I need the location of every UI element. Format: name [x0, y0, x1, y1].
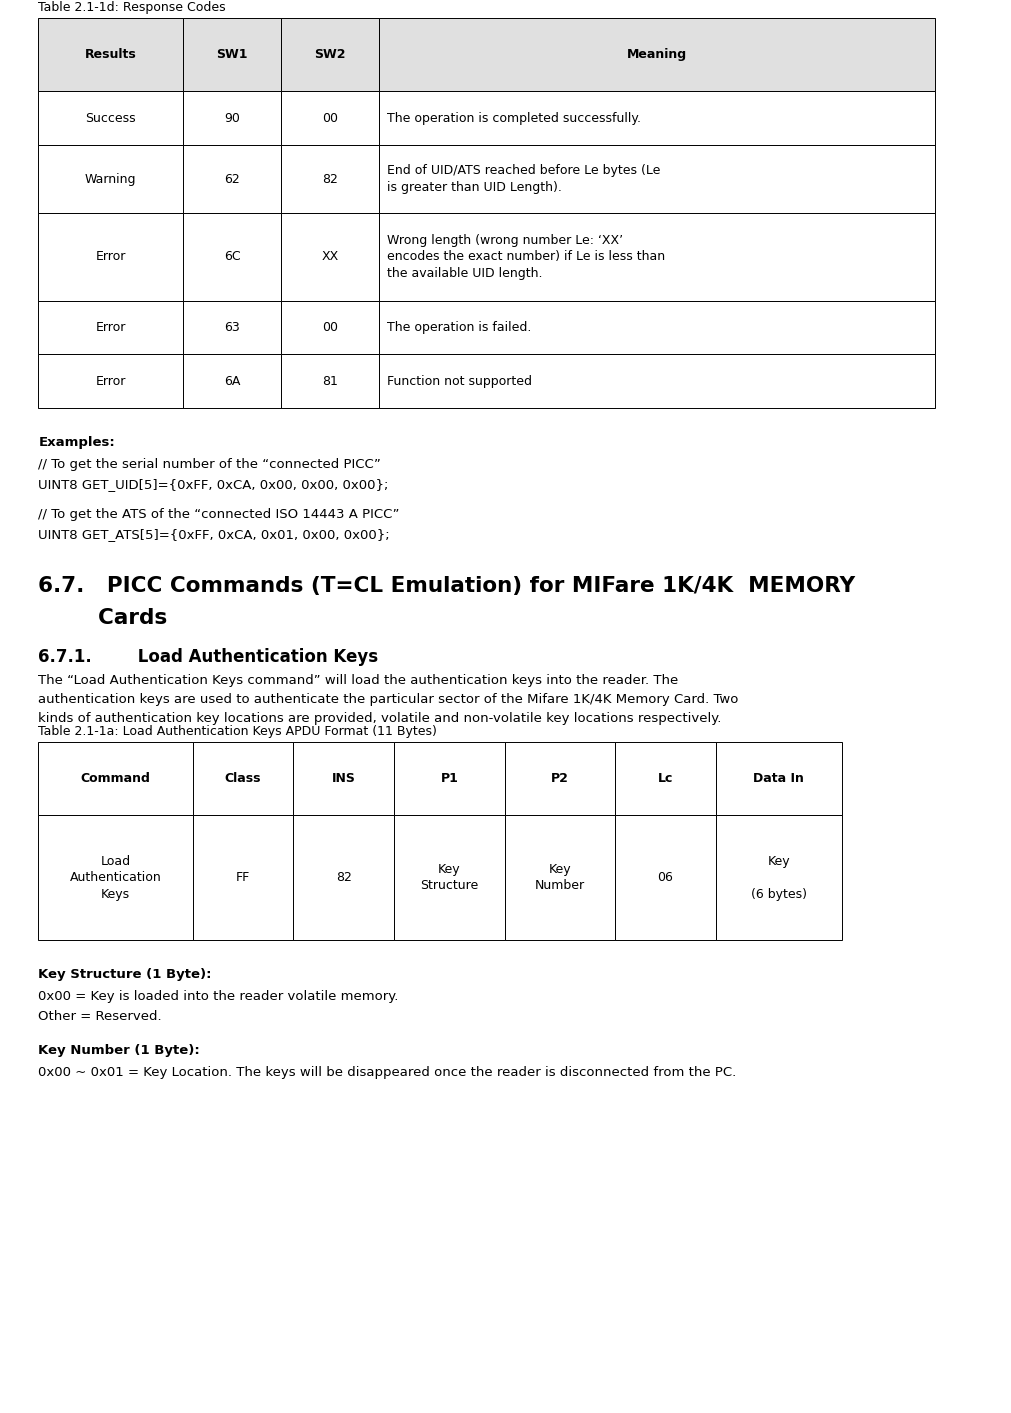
Bar [379, 146, 935, 213]
Text: The operation is completed successfully.: The operation is completed successfully. [387, 112, 641, 124]
Text: authentication keys are used to authenticate the particular sector of the Mifare: authentication keys are used to authenti… [38, 692, 739, 706]
Text: 00: 00 [323, 321, 339, 333]
Text: // To get the serial number of the “connected PICC”: // To get the serial number of the “conn… [38, 458, 381, 471]
Bar [379, 355, 935, 408]
Bar [183, 92, 281, 146]
Text: The “Load Authentication Keys command” will load the authentication keys into th: The “Load Authentication Keys command” w… [38, 674, 678, 687]
Text: Wrong length (wrong number Le: ‘XX’
encodes the exact number) if Le is less than: Wrong length (wrong number Le: ‘XX’ enco… [387, 233, 665, 280]
Bar [281, 146, 379, 213]
Bar [183, 213, 281, 301]
Text: 81: 81 [323, 374, 339, 387]
Text: 0x00 ~ 0x01 = Key Location. The keys will be disappeared once the reader is disc: 0x00 ~ 0x01 = Key Location. The keys wil… [38, 1065, 737, 1078]
Text: Key
Structure: Key Structure [421, 863, 478, 893]
Text: Warning: Warning [85, 172, 136, 185]
Text: Results: Results [85, 48, 136, 61]
Text: Key

(6 bytes): Key (6 bytes) [751, 855, 807, 900]
Bar [379, 92, 935, 146]
Bar [183, 146, 281, 213]
Text: SW1: SW1 [216, 48, 248, 61]
Text: 90: 90 [224, 112, 241, 124]
Text: FF: FF [236, 872, 250, 885]
Bar [394, 815, 504, 940]
Text: // To get the ATS of the “connected ISO 14443 A PICC”: // To get the ATS of the “connected ISO … [38, 509, 400, 521]
Text: 6.7.   PICC Commands (T=CL Emulation) for MIFare 1K/4K  MEMORY: 6.7. PICC Commands (T=CL Emulation) for … [38, 577, 855, 596]
Text: UINT8 GET_UID[5]={0xFF, 0xCA, 0x00, 0x00, 0x00};: UINT8 GET_UID[5]={0xFF, 0xCA, 0x00, 0x00… [38, 478, 389, 490]
Text: 63: 63 [224, 321, 241, 333]
Bar [281, 301, 379, 355]
Bar [38, 92, 183, 146]
Bar [293, 815, 394, 940]
Text: P1: P1 [441, 773, 458, 786]
Bar [716, 815, 842, 940]
Bar [379, 18, 935, 92]
Text: Lc: Lc [657, 773, 673, 786]
Bar [716, 742, 842, 815]
Text: 82: 82 [336, 872, 352, 885]
Bar [38, 146, 183, 213]
Bar [281, 213, 379, 301]
Bar [38, 355, 183, 408]
Text: 6A: 6A [224, 374, 241, 387]
Text: Key Number (1 Byte):: Key Number (1 Byte): [38, 1044, 200, 1057]
Bar [183, 18, 281, 92]
Bar [615, 742, 716, 815]
Text: 6.7.1.        Load Authentication Keys: 6.7.1. Load Authentication Keys [38, 649, 378, 666]
Text: Data In: Data In [753, 773, 804, 786]
Bar [38, 742, 192, 815]
Text: 82: 82 [323, 172, 339, 185]
Text: Load
Authentication
Keys: Load Authentication Keys [70, 855, 162, 900]
Text: P2: P2 [551, 773, 568, 786]
Text: Key
Number: Key Number [535, 863, 584, 893]
Bar [38, 301, 183, 355]
Bar [38, 18, 183, 92]
Bar [379, 213, 935, 301]
Text: kinds of authentication key locations are provided, volatile and non-volatile ke: kinds of authentication key locations ar… [38, 712, 722, 725]
Bar [379, 301, 935, 355]
Bar [281, 355, 379, 408]
Text: UINT8 GET_ATS[5]={0xFF, 0xCA, 0x01, 0x00, 0x00};: UINT8 GET_ATS[5]={0xFF, 0xCA, 0x01, 0x00… [38, 528, 390, 541]
Bar [281, 92, 379, 146]
Text: XX: XX [321, 250, 339, 263]
Text: 0x00 = Key is loaded into the reader volatile memory.: 0x00 = Key is loaded into the reader vol… [38, 991, 398, 1003]
Text: The operation is failed.: The operation is failed. [387, 321, 532, 333]
Text: Examples:: Examples: [38, 437, 115, 449]
Text: 62: 62 [224, 172, 241, 185]
Text: Success: Success [86, 112, 136, 124]
Bar [183, 355, 281, 408]
Bar [394, 742, 504, 815]
Text: 06: 06 [657, 872, 673, 885]
Bar [504, 742, 615, 815]
Text: Error: Error [96, 374, 126, 387]
Text: Command: Command [81, 773, 151, 786]
Text: Function not supported: Function not supported [387, 374, 533, 387]
Text: INS: INS [332, 773, 356, 786]
Text: Meaning: Meaning [627, 48, 687, 61]
Bar [183, 301, 281, 355]
Bar [293, 742, 394, 815]
Text: 6C: 6C [224, 250, 241, 263]
Bar [281, 18, 379, 92]
Text: Other = Reserved.: Other = Reserved. [38, 1010, 162, 1023]
Text: Table 2.1-1d: Response Codes: Table 2.1-1d: Response Codes [38, 1, 226, 14]
Bar [615, 815, 716, 940]
Text: 00: 00 [323, 112, 339, 124]
Text: Table 2.1-1a: Load Authentication Keys APDU Format (11 Bytes): Table 2.1-1a: Load Authentication Keys A… [38, 725, 438, 738]
Text: Key Structure (1 Byte):: Key Structure (1 Byte): [38, 968, 212, 981]
Bar [192, 742, 293, 815]
Bar [192, 815, 293, 940]
Text: Error: Error [96, 250, 126, 263]
Text: Class: Class [224, 773, 261, 786]
Text: Error: Error [96, 321, 126, 333]
Text: SW2: SW2 [314, 48, 346, 61]
Bar [504, 815, 615, 940]
Bar [38, 213, 183, 301]
Text: End of UID/ATS reached before Le bytes (Le
is greater than UID Length).: End of UID/ATS reached before Le bytes (… [387, 164, 661, 194]
Text: Cards: Cards [38, 608, 168, 627]
Bar [38, 815, 192, 940]
